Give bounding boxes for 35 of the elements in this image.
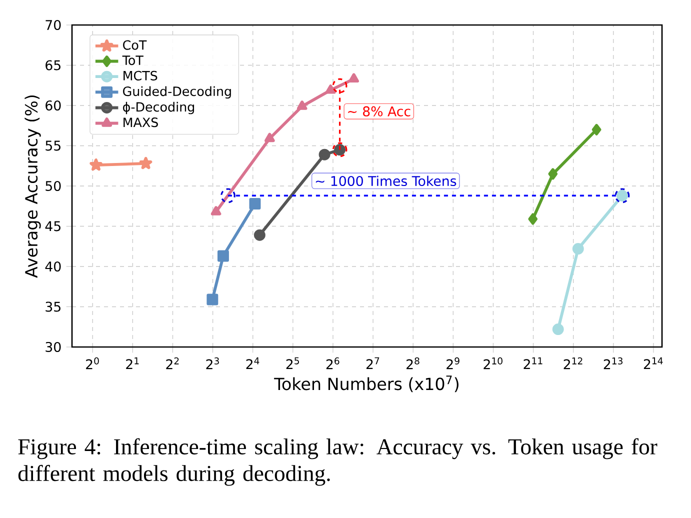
legend-label: Guided-Decoding [123, 86, 231, 99]
x-tick-label: 2$^{12}$ [564, 357, 582, 370]
legend-label: ϕ-Decoding [123, 102, 194, 114]
x-tick-label: 2$^{13}$ [604, 357, 622, 370]
y-tick-label: 35 [46, 302, 60, 312]
x-tick-label: 2$^{5}$ [286, 357, 299, 370]
x-tick-label: 2$^{3}$ [206, 357, 219, 370]
x-tick-label: 2$^{10}$ [484, 357, 502, 370]
x-tick-label: 2$^{4}$ [246, 357, 260, 370]
y-tick-label: 65 [46, 60, 60, 70]
y-tick-label: 55 [46, 140, 60, 151]
x-tick-label: 2$^{6}$ [326, 357, 340, 370]
y-tick-label: 30 [46, 342, 61, 352]
legend-label: ToT [122, 56, 144, 66]
x-tick-label: 2$^{9}$ [446, 357, 460, 370]
x-tick-label: 2$^{1}$ [126, 357, 139, 370]
x-tick-label: 2$^{2}$ [166, 357, 179, 370]
x-tick-label: 2$^{11}$ [524, 357, 542, 370]
caption: Figure 4: Inference-time scaling law: Accuracy vs. Token usage for different models during decoding. [18, 438, 658, 486]
y-tick-label: 40 [45, 261, 61, 272]
x-tick-label: 2$^{0}$ [86, 357, 99, 370]
y-tick-label: 70 [46, 20, 61, 30]
x-tick-label: 2$^{8}$ [406, 357, 420, 370]
x-tick-label: 2$^{7}$ [366, 357, 380, 370]
x-tick-label: 2$^{14}$ [644, 357, 663, 370]
legend-label: MCTS [124, 70, 158, 80]
annotation: ~ 8% Acc [348, 106, 410, 116]
y-tick-label: 60 [46, 100, 61, 111]
annotation: ~ 1000 Times Tokens [316, 176, 456, 186]
legend-label: MAXS [124, 118, 158, 128]
y-tick-label: 45 [45, 221, 60, 232]
x-axis-title: Token Numbers (x10$^{7}$) [274, 376, 458, 392]
y-tick-label: 50 [46, 180, 61, 192]
y-axis-title: Average Accuracy (%) [24, 95, 41, 278]
legend-label: CoT [123, 40, 147, 50]
